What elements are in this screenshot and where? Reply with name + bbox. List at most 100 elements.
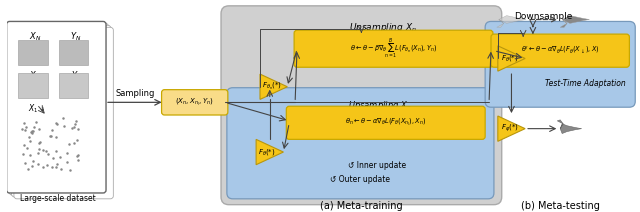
Polygon shape xyxy=(498,46,525,71)
Text: Large-scale dataset: Large-scale dataset xyxy=(20,194,96,203)
Text: $\theta_n \leftarrow \theta - \alpha\nabla_{\theta}L(F_{\theta}(X_{n_l}), X_n)$: $\theta_n \leftarrow \theta - \alpha\nab… xyxy=(345,117,426,128)
Point xyxy=(72,128,83,131)
Point xyxy=(27,130,37,133)
Point xyxy=(45,135,55,138)
Point xyxy=(25,140,35,143)
Point xyxy=(19,144,29,147)
Point xyxy=(34,141,44,144)
Point xyxy=(19,161,29,165)
Point xyxy=(28,130,38,133)
Text: (b) Meta-testing: (b) Meta-testing xyxy=(521,201,600,211)
Text: ↺ Outer update: ↺ Outer update xyxy=(330,175,390,184)
Point xyxy=(34,128,44,131)
Point xyxy=(21,126,31,129)
Point xyxy=(20,128,30,131)
Text: $F_{\varphi}(*)$: $F_{\varphi}(*)$ xyxy=(500,123,518,134)
Point xyxy=(19,121,29,124)
Text: Upsampling $X_n$: Upsampling $X_n$ xyxy=(349,21,417,34)
Bar xyxy=(19,73,47,98)
Point xyxy=(43,152,53,156)
Text: $\theta' \leftarrow \theta - \alpha\nabla_{\theta}L(F_{\theta}(X_{\downarrow}), : $\theta' \leftarrow \theta - \alpha\nabl… xyxy=(521,45,600,56)
Point xyxy=(26,131,36,134)
Point xyxy=(47,165,57,168)
Point xyxy=(33,151,44,155)
Point xyxy=(52,123,62,126)
Bar xyxy=(60,40,88,65)
Polygon shape xyxy=(260,74,287,99)
Point xyxy=(61,160,72,164)
Text: $F_{\theta}(*)$: $F_{\theta}(*)$ xyxy=(258,147,276,157)
Text: Downsample: Downsample xyxy=(515,12,573,21)
Text: $X_N$: $X_N$ xyxy=(29,30,41,43)
Text: ↺ Inner update: ↺ Inner update xyxy=(348,161,406,170)
Point xyxy=(33,163,44,166)
Text: (a) Meta-training: (a) Meta-training xyxy=(320,201,403,211)
Text: $X_1$: $X_1$ xyxy=(29,69,40,82)
Point xyxy=(62,151,72,155)
Point xyxy=(51,121,61,125)
Point xyxy=(67,126,77,129)
Point xyxy=(51,165,61,168)
Point xyxy=(38,148,48,151)
Point xyxy=(27,131,37,134)
Bar xyxy=(19,40,47,65)
Point xyxy=(27,165,37,168)
Polygon shape xyxy=(497,16,526,27)
Point xyxy=(25,154,35,157)
Point xyxy=(35,140,45,143)
Point xyxy=(59,124,69,128)
Text: $F_{\theta}(*)$: $F_{\theta}(*)$ xyxy=(500,53,518,63)
Point xyxy=(70,122,80,126)
Point xyxy=(23,167,33,171)
Point xyxy=(63,142,74,146)
FancyBboxPatch shape xyxy=(161,90,228,115)
Point xyxy=(31,120,42,124)
FancyBboxPatch shape xyxy=(221,6,502,205)
Point xyxy=(42,150,52,153)
Point xyxy=(56,167,67,171)
FancyBboxPatch shape xyxy=(485,21,636,107)
Point xyxy=(18,152,28,155)
Text: $(X_n, X_{n_l}, Y_n)$: $(X_n, X_{n_l}, Y_n)$ xyxy=(175,97,214,108)
Point xyxy=(69,142,79,145)
Polygon shape xyxy=(498,116,525,141)
Point xyxy=(51,135,61,138)
Point xyxy=(29,125,39,128)
Point xyxy=(73,153,83,157)
Point xyxy=(24,135,35,139)
Text: $Y_N$: $Y_N$ xyxy=(70,30,81,43)
Polygon shape xyxy=(557,120,582,134)
FancyBboxPatch shape xyxy=(12,25,111,197)
FancyBboxPatch shape xyxy=(9,23,108,195)
FancyBboxPatch shape xyxy=(491,34,629,67)
Point xyxy=(72,154,82,158)
Point xyxy=(35,147,45,150)
Point xyxy=(48,157,58,160)
Point xyxy=(73,158,83,162)
Text: Test-Time Adaptation: Test-Time Adaptation xyxy=(545,79,625,88)
Point xyxy=(71,119,81,122)
FancyBboxPatch shape xyxy=(286,106,485,139)
Point xyxy=(58,116,68,119)
FancyBboxPatch shape xyxy=(294,30,493,67)
FancyBboxPatch shape xyxy=(227,88,494,199)
Point xyxy=(68,126,79,129)
Point xyxy=(46,135,56,138)
Point xyxy=(17,127,28,131)
FancyBboxPatch shape xyxy=(6,21,106,193)
Point xyxy=(42,163,52,166)
Point xyxy=(28,159,38,162)
Point xyxy=(38,165,48,169)
Point xyxy=(47,128,57,132)
Point xyxy=(52,162,62,166)
Polygon shape xyxy=(560,16,589,27)
Point xyxy=(72,139,82,142)
Point xyxy=(65,169,75,172)
Point xyxy=(22,146,32,149)
Text: Sampling: Sampling xyxy=(115,89,154,98)
Point xyxy=(55,155,65,159)
Bar xyxy=(60,73,88,98)
Polygon shape xyxy=(256,139,284,165)
Text: Upsampling $X_{n_l}$: Upsampling $X_{n_l}$ xyxy=(348,99,413,113)
Text: $Y_1$: $Y_1$ xyxy=(70,69,81,82)
